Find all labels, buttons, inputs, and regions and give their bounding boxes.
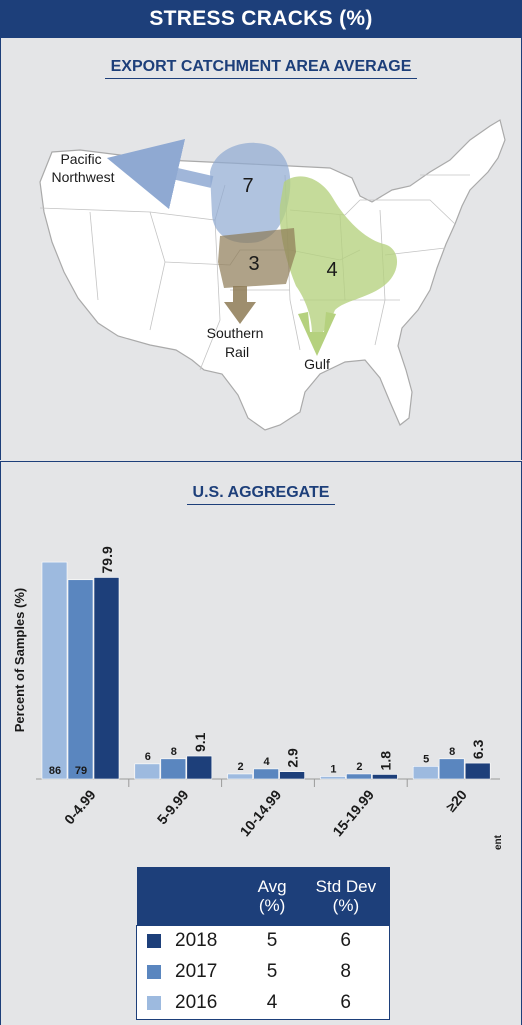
stats-table: Avg (%) Std Dev (%) 2018 5 6 2017 5 8 2016… [136,867,390,1020]
data-label-2017-20: 8 [449,746,455,758]
bar-2016-10-14-99 [227,773,253,780]
rail-region [218,228,296,324]
legend-year-2016: 2016 [175,992,218,1013]
data-label-2016-5-9-99: 6 [145,751,151,763]
avg-2018: 5 [266,930,278,951]
stats-header-row: Avg (%) Std Dev (%) [136,867,390,925]
avg-2017: 5 [266,961,278,982]
pnw-arrow [106,138,214,210]
bars-group: 86 79 79.9 0-4.99 6 8 9.1 5-9.99 2 4 2.9 10-14.99 1 2… [36,546,500,839]
rail-value: 3 [248,253,259,275]
bar-2017-10-14-99 [253,768,279,780]
x-tick-label-15-19-99: 15-19.99 [329,786,377,839]
pnw-label: Pacific Northwest [51,151,114,185]
bar-2016-5-9-99 [134,763,161,780]
avg-2016: 4 [266,992,278,1013]
data-label-2018-10-14-99: 2.9 [285,748,301,768]
data-label-2018-0-4-99: 79.9 [99,546,115,573]
bar-2016-0-4-99 [41,561,68,780]
x-tick-label-10-14-99: 10-14.99 [237,786,285,839]
bar-2018-0-4-99 [93,577,120,780]
gulf-value: 4 [326,259,337,281]
x-tick-label-5-9-99: 5-9.99 [154,786,192,827]
stats-row-2018: 2018 5 6 [137,925,390,957]
data-label-2017-15-19-99: 2 [356,761,362,773]
x-unit-label: Percent [493,834,504,850]
bar-chart: Percent of Samples (%) Percent 867979.90… [12,546,504,850]
data-label-2017-10-14-99: 4 [264,756,271,768]
std-2017: 8 [340,961,351,982]
bar-2017-5-9-99 [160,758,187,780]
data-label-2016-0-4-99: 86 [49,765,61,777]
data-label-2016-20: 5 [423,753,429,765]
data-label-2016-15-19-99: 1 [330,763,336,775]
bar-2018-20 [464,762,491,780]
bar-2016-20 [412,766,439,780]
y-axis-label: Percent of Samples (%) [12,588,27,733]
legend-swatch-2016 [147,995,161,1010]
bar-2018-10-14-99 [279,771,305,780]
data-label-2018-5-9-99: 9.1 [192,732,208,752]
data-label-2018-20: 6.3 [470,739,486,759]
chart-section-title: U.S. AGGREGATE [0,484,522,505]
data-label-2017-0-4-99: 79 [75,765,87,777]
pnw-value: 7 [242,175,253,197]
gulf-arrow [298,312,336,356]
bar-2018-15-19-99 [372,774,398,780]
stats-row-2016: 2016 4 6 [137,988,390,1020]
gulf-label: Gulf [304,356,330,372]
data-label-2016-10-14-99: 2 [238,761,244,773]
stats-header-blank [137,867,242,925]
bar-2018-5-9-99 [186,755,213,780]
legend-year-2018: 2018 [175,930,218,951]
page-title: STRESS CRACKS (%) [0,0,522,38]
bar-2017-20 [438,758,465,780]
pnw-region [106,138,291,243]
bar-2016-15-19-99 [320,776,346,780]
legend-year-2017: 2017 [175,961,218,982]
data-label-2018-15-19-99: 1.8 [377,751,393,771]
us-map: 7 3 4 Pacific Northwest Southern Rail Gu… [39,119,506,431]
rail-arrow [224,286,256,324]
stats-header-avg: Avg (%) [257,876,287,915]
page-title-text: STRESS CRACKS (%) [149,7,373,30]
bar-2017-0-4-99 [67,579,94,780]
x-tick-label-20: ≥20 [443,786,470,814]
map-section-title: EXPORT CATCHMENT AREA AVERAGE [0,58,522,79]
bar-2017-15-19-99 [346,773,372,780]
x-tick-label-0-4-99: 0-4.99 [61,786,99,827]
gulf-region [279,176,398,356]
std-2016: 6 [340,992,351,1013]
legend-swatch-2018 [147,933,161,948]
stats-header-std: Std Dev (%) [315,876,377,915]
rail-label: Southern Rail [207,325,268,360]
legend-swatch-2017 [147,964,161,979]
stats-row-2017: 2017 5 8 [137,957,390,988]
data-label-2017-5-9-99: 8 [171,746,177,758]
std-2018: 6 [340,930,351,951]
